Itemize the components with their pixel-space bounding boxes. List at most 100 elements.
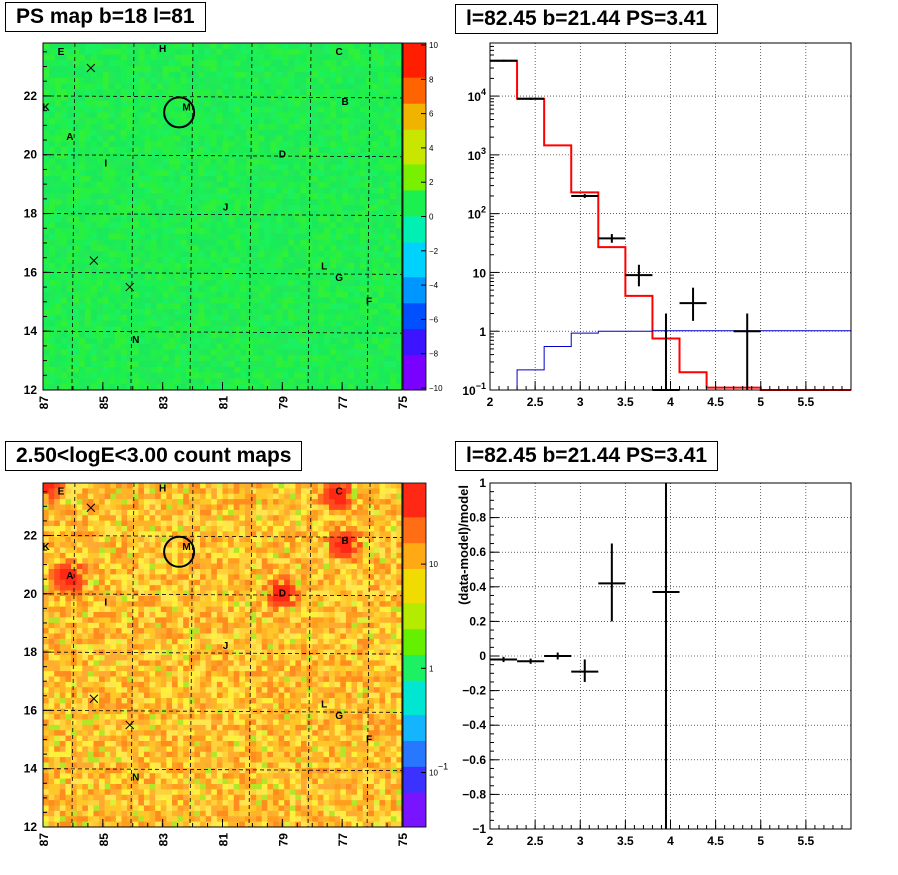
map-pixel xyxy=(72,297,80,304)
map-pixel xyxy=(82,762,89,769)
map-pixel xyxy=(192,309,199,316)
map-pixel xyxy=(132,724,139,731)
map-pixel xyxy=(126,158,134,165)
map-pixel xyxy=(216,77,223,84)
map-pixel xyxy=(54,100,62,107)
map-pixel xyxy=(121,547,128,554)
map-pixel xyxy=(71,719,77,726)
map-pixel xyxy=(246,222,253,229)
map-pixel xyxy=(48,314,56,321)
map-pixel xyxy=(276,285,283,292)
map-pixel xyxy=(59,671,66,677)
map-pixel xyxy=(76,509,83,516)
map-pixel xyxy=(132,222,140,229)
palette-cell xyxy=(403,43,426,53)
map-pixel xyxy=(71,536,77,543)
map-pixel xyxy=(336,100,343,107)
map-pixel xyxy=(132,767,139,774)
map-pixel xyxy=(360,285,367,292)
map-pixel xyxy=(390,152,397,159)
map-pixel xyxy=(87,778,94,785)
map-pixel xyxy=(65,741,72,747)
map-pixel xyxy=(144,83,151,90)
map-pixel xyxy=(180,89,187,96)
map-pixel xyxy=(204,326,211,333)
map-pixel xyxy=(234,89,241,96)
map-pixel xyxy=(174,343,181,350)
map-pixel xyxy=(150,152,157,159)
map-pixel xyxy=(180,251,187,258)
map-pixel xyxy=(240,349,247,356)
map-pixel xyxy=(276,239,283,246)
map-pixel xyxy=(138,251,146,258)
map-pixel xyxy=(72,309,80,316)
map-pixel xyxy=(72,60,80,67)
map-pixel xyxy=(264,100,271,107)
map-pixel xyxy=(78,89,86,96)
map-pixel xyxy=(204,54,211,61)
map-pixel xyxy=(76,574,83,581)
map-pixel xyxy=(115,708,122,715)
map-pixel xyxy=(132,123,140,131)
map-pixel xyxy=(150,239,157,246)
map-pixel xyxy=(144,141,151,148)
map-pixel xyxy=(384,152,391,159)
map-pixel xyxy=(378,309,385,316)
map-pixel xyxy=(93,504,100,511)
map-pixel xyxy=(90,320,98,327)
map-pixel xyxy=(354,106,361,113)
map-pixel xyxy=(59,773,66,779)
map-pixel xyxy=(354,43,361,50)
map-pixel xyxy=(132,531,139,538)
map-pixel xyxy=(43,100,50,107)
map-pixel xyxy=(390,170,397,177)
map-pixel xyxy=(126,326,134,333)
map-pixel xyxy=(186,176,193,183)
map-pixel xyxy=(110,585,117,591)
map-pixel xyxy=(294,245,301,252)
map-pixel xyxy=(252,170,259,177)
map-pixel xyxy=(336,147,343,154)
map-pixel xyxy=(348,332,355,339)
map-pixel xyxy=(270,71,277,78)
map-pixel xyxy=(228,71,235,78)
map-pixel xyxy=(276,332,283,339)
map-pixel xyxy=(282,129,289,136)
map-pixel xyxy=(264,262,271,269)
map-pixel xyxy=(216,251,223,258)
map-pixel xyxy=(114,181,122,188)
map-pixel xyxy=(354,152,361,159)
map-pixel xyxy=(114,349,122,356)
map-pixel xyxy=(115,821,122,828)
map-pixel xyxy=(270,378,277,385)
map-pixel xyxy=(87,730,94,736)
map-pixel xyxy=(43,262,50,269)
map-pixel xyxy=(354,372,361,379)
map-pixel xyxy=(66,245,74,252)
map-pixel xyxy=(87,687,94,693)
map-pixel xyxy=(87,638,94,645)
map-pixel xyxy=(324,193,331,200)
map-pixel xyxy=(60,285,68,292)
map-pixel xyxy=(312,43,319,50)
map-pixel xyxy=(354,54,361,61)
map-pixel xyxy=(282,43,289,50)
map-pixel xyxy=(354,239,361,246)
map-pixel xyxy=(186,164,193,171)
map-pixel xyxy=(318,216,325,223)
map-pixel xyxy=(82,638,89,645)
map-pixel xyxy=(78,309,86,316)
palette-cell xyxy=(403,103,426,113)
map-pixel xyxy=(210,89,217,96)
map-pixel xyxy=(270,187,277,194)
map-pixel xyxy=(336,112,343,119)
map-pixel xyxy=(336,233,343,240)
map-pixel xyxy=(126,89,134,96)
map-pixel xyxy=(120,251,128,258)
map-pixel xyxy=(48,493,55,500)
map-pixel xyxy=(216,129,223,136)
map-pixel xyxy=(228,60,235,67)
map-pixel xyxy=(59,595,66,602)
map-pixel xyxy=(174,71,181,78)
map-pixel xyxy=(330,228,337,235)
